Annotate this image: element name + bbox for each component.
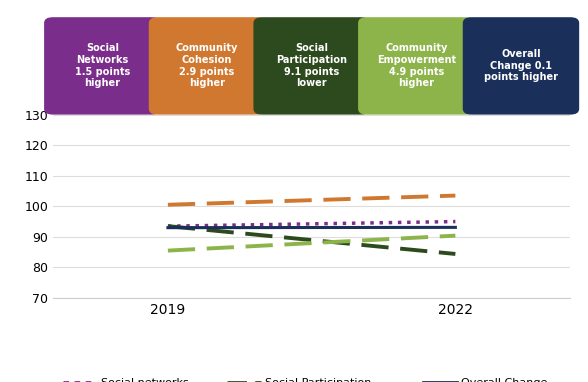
Legend: Social networks, Community cohesion, Social Participation, Community Empowerment: Social networks, Community cohesion, Soc… [58,373,552,382]
Text: Social
Participation
9.1 points
lower: Social Participation 9.1 points lower [276,44,347,88]
Text: Overall
Change 0.1
points higher: Overall Change 0.1 points higher [484,49,558,83]
Text: Community
Empowerment
4.9 points
higher: Community Empowerment 4.9 points higher [377,44,456,88]
Text: Community
Cohesion
2.9 points
higher: Community Cohesion 2.9 points higher [176,44,238,88]
Text: Social
Networks
1.5 points
higher: Social Networks 1.5 points higher [75,44,130,88]
